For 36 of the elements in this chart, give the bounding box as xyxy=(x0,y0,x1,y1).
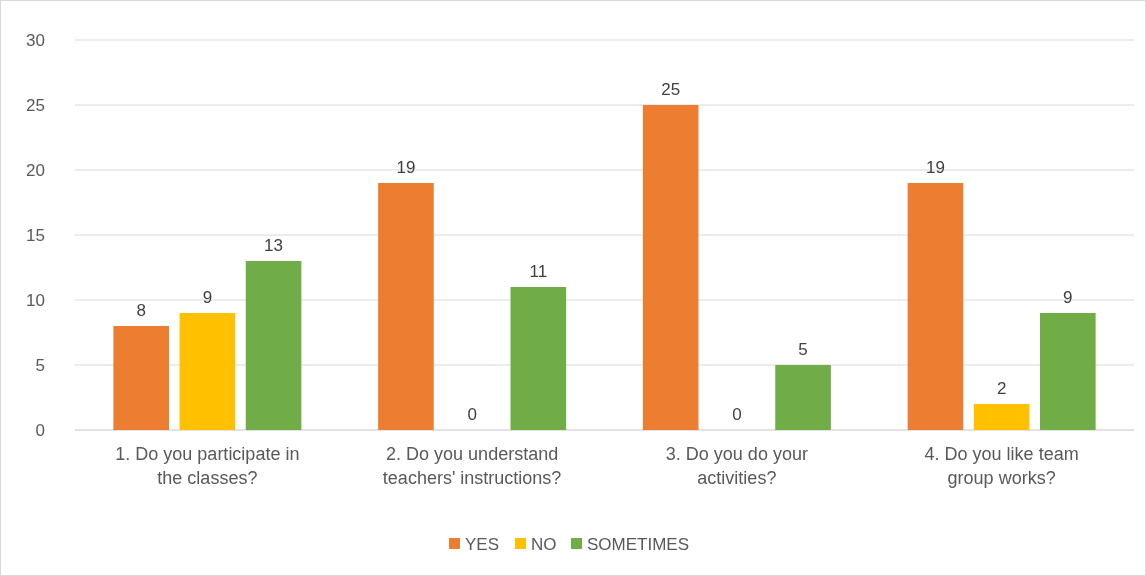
data-label: 2 xyxy=(996,379,1007,398)
legend-label: YES xyxy=(465,534,500,554)
bar xyxy=(179,313,236,430)
bar xyxy=(973,404,1030,430)
data-label: 9 xyxy=(202,288,213,307)
bar xyxy=(907,183,964,430)
bar xyxy=(378,183,434,430)
y-tick-label: 30 xyxy=(26,30,45,50)
y-tick-label: 10 xyxy=(26,290,45,310)
x-tick-label: 3. Do you do your activities? xyxy=(665,444,808,488)
data-label: 11 xyxy=(529,262,548,281)
y-tick-label: 5 xyxy=(35,355,45,375)
bar xyxy=(245,261,302,430)
bar xyxy=(510,287,567,430)
data-label: 0 xyxy=(732,405,742,424)
bar xyxy=(775,365,831,430)
data-label: 19 xyxy=(925,158,945,177)
data-label: 5 xyxy=(798,340,808,359)
y-tick-label: 25 xyxy=(26,95,45,115)
x-tick-label: 2. Do you understand teachers' instructions? xyxy=(382,444,562,488)
data-label: 9 xyxy=(1063,288,1073,307)
data-label: 25 xyxy=(661,80,681,99)
y-tick-label: 0 xyxy=(35,420,45,440)
legend-label: NO xyxy=(531,534,557,554)
bar xyxy=(113,326,169,430)
data-label: 19 xyxy=(396,158,416,177)
data-label: 0 xyxy=(467,405,477,424)
data-label: 13 xyxy=(264,236,284,255)
data-label: 8 xyxy=(136,301,146,320)
y-tick-label: 20 xyxy=(26,160,45,180)
legend-label: SOMETIMES xyxy=(587,534,690,554)
bar xyxy=(1040,313,1096,430)
y-tick-label: 15 xyxy=(26,225,45,245)
bar xyxy=(642,105,699,430)
x-tick-label: 4. Do you like team group works? xyxy=(924,444,1079,488)
x-tick-label: 1. Do you participate in the classes? xyxy=(115,444,300,488)
